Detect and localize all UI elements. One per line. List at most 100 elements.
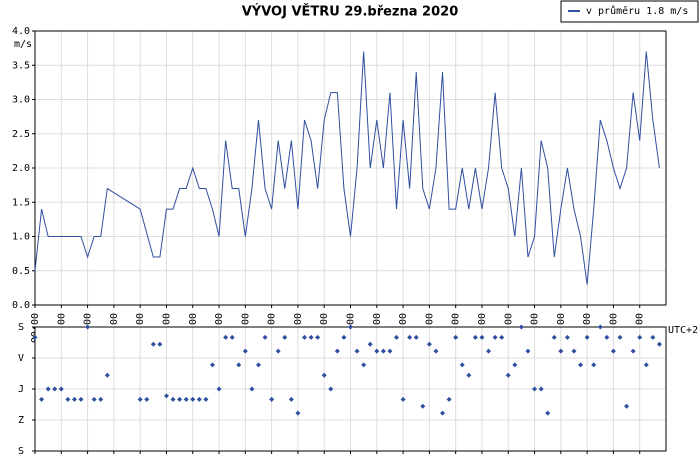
point — [499, 334, 505, 340]
point — [45, 386, 51, 392]
point — [65, 396, 71, 402]
point — [163, 393, 169, 399]
point — [348, 324, 353, 330]
point — [209, 362, 215, 368]
point — [275, 348, 281, 354]
y-tick-label: 1.5 — [12, 197, 30, 208]
point — [637, 334, 643, 340]
point — [426, 341, 432, 347]
point — [98, 396, 104, 402]
point — [301, 334, 307, 340]
point — [532, 386, 538, 392]
point — [196, 396, 202, 402]
point — [578, 362, 584, 368]
point — [328, 386, 334, 392]
point — [71, 396, 77, 402]
point — [229, 334, 235, 340]
y-tick-label: 3.0 — [12, 95, 30, 106]
point — [604, 334, 610, 340]
point — [564, 334, 570, 340]
point — [249, 386, 255, 392]
point — [282, 334, 288, 340]
point — [32, 334, 38, 340]
point — [486, 348, 492, 354]
point — [433, 348, 439, 354]
point — [177, 396, 183, 402]
point — [216, 386, 222, 392]
point — [78, 396, 84, 402]
point — [58, 386, 64, 392]
point — [558, 348, 564, 354]
point — [242, 348, 248, 354]
point — [203, 396, 209, 402]
point — [341, 334, 347, 340]
point — [334, 348, 340, 354]
y-tick-label: 0.5 — [12, 266, 30, 277]
point — [446, 396, 452, 402]
point — [269, 396, 275, 402]
point — [525, 348, 531, 354]
point — [650, 334, 656, 340]
point — [453, 334, 459, 340]
point — [630, 348, 636, 354]
point — [413, 334, 419, 340]
point — [512, 362, 518, 368]
y-tick-label: Z — [18, 415, 24, 426]
y-tick-label: 3.5 — [12, 60, 30, 71]
point — [466, 372, 472, 378]
point — [420, 403, 426, 409]
y-tick-label: 2.0 — [12, 163, 30, 174]
y-tick-label: 4.0 — [12, 26, 30, 37]
point — [315, 334, 321, 340]
point — [157, 341, 163, 347]
point — [190, 396, 196, 402]
chart-title: VÝVOJ VĚTRU 29.března 2020 — [242, 4, 459, 20]
point — [170, 396, 176, 402]
point — [591, 362, 597, 368]
y-tick-label: 0.0 — [12, 300, 30, 311]
point — [262, 334, 268, 340]
point — [617, 334, 623, 340]
point — [610, 348, 616, 354]
point — [183, 396, 189, 402]
legend-box — [560, 0, 699, 23]
point — [380, 348, 386, 354]
point — [440, 410, 446, 416]
point — [288, 396, 294, 402]
point — [104, 372, 110, 378]
y-tick-label: 1.0 — [12, 232, 30, 243]
point — [354, 348, 360, 354]
line — [34, 51, 660, 285]
y-tick-label: V — [18, 353, 24, 364]
point — [361, 362, 367, 368]
point — [367, 341, 373, 347]
point — [255, 362, 261, 368]
plot-frame — [34, 30, 667, 306]
point — [236, 362, 242, 368]
point — [400, 396, 406, 402]
point — [144, 396, 150, 402]
y-tick-label: S — [18, 446, 24, 457]
legend-label: v průměru 1.8 m/s — [586, 5, 688, 17]
point — [91, 396, 97, 402]
point — [597, 324, 603, 330]
point — [374, 348, 380, 354]
point — [472, 334, 478, 340]
point — [643, 362, 649, 368]
point — [308, 334, 314, 340]
point — [387, 348, 393, 354]
point — [150, 341, 156, 347]
point — [137, 396, 143, 402]
point — [492, 334, 498, 340]
point — [505, 372, 511, 378]
y-tick-label: S — [18, 322, 24, 333]
point — [295, 410, 301, 416]
y-tick-label: 2.5 — [12, 129, 30, 140]
x-note: UTC+2 — [668, 325, 698, 336]
point — [321, 372, 327, 378]
point — [459, 362, 465, 368]
point — [656, 341, 662, 347]
point — [39, 396, 45, 402]
y-tick-label: J — [18, 384, 24, 395]
